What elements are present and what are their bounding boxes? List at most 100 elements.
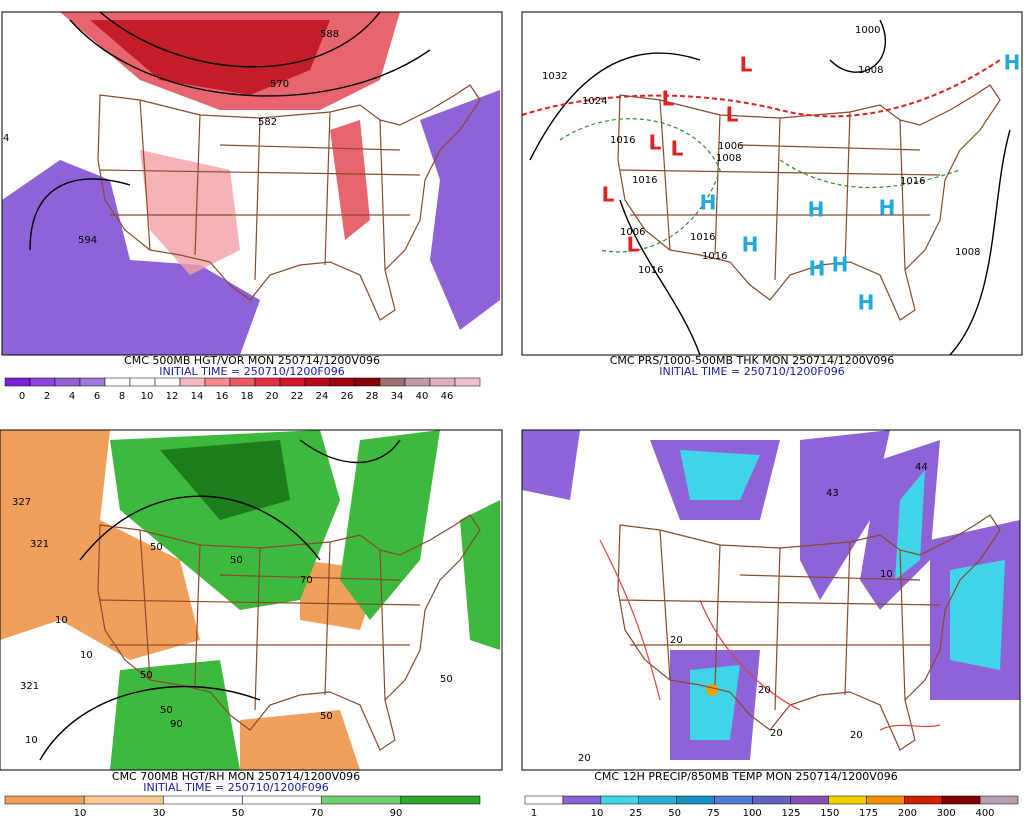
colorbar-swatch xyxy=(204,377,231,387)
colorbar-swatch xyxy=(524,795,564,805)
pressure-center: H xyxy=(700,191,717,215)
colorbar-swatch xyxy=(279,377,306,387)
map-label: 1032 xyxy=(542,71,567,82)
pressure-center: L xyxy=(726,103,739,127)
map-label: 10 xyxy=(25,735,38,746)
map-label: 327 xyxy=(12,497,31,508)
map-label: 1006 xyxy=(718,141,743,152)
colorbar-swatch xyxy=(379,377,406,387)
colorbar-swatch xyxy=(676,795,715,805)
colorbar-swatch xyxy=(154,377,181,387)
pressure-center: H xyxy=(879,196,896,220)
colorbar-label: 22 xyxy=(291,391,304,402)
colorbar-swatch xyxy=(400,795,481,805)
pressure-center: H xyxy=(808,198,825,222)
colorbar-label: 34 xyxy=(391,391,404,402)
map-label: 90 xyxy=(170,719,183,730)
colorbar-label: 12 xyxy=(166,391,179,402)
colorbar-swatch xyxy=(304,377,331,387)
map-label: 20 xyxy=(758,685,771,696)
map-label: 321 xyxy=(30,539,49,550)
colorbar-swatch xyxy=(229,377,256,387)
map-label: 588 xyxy=(320,29,339,40)
map-label: 10 xyxy=(55,615,68,626)
colorbar-label: 200 xyxy=(898,808,917,819)
colorbar-label: 30 xyxy=(153,808,166,819)
colorbar-swatch xyxy=(941,795,981,805)
colorbar-label: 46 xyxy=(441,391,454,402)
colorbar-label: 26 xyxy=(341,391,354,402)
colorbar-label: 14 xyxy=(191,391,204,402)
colorbar-swatch xyxy=(4,795,85,805)
panel-subtitle: INITIAL TIME = 250710/1200F096 xyxy=(143,781,328,794)
map-label: 20 xyxy=(770,728,783,739)
map-label: 1006 xyxy=(620,227,645,238)
colorbar-label: 20 xyxy=(266,391,279,402)
map-label: 1016 xyxy=(638,265,663,276)
colorbar-swatch xyxy=(828,795,867,805)
pressure-center: H xyxy=(1004,51,1021,75)
colorbar-label: 28 xyxy=(366,391,379,402)
colorbar-label: 0 xyxy=(19,391,25,402)
colorbar-label: 8 xyxy=(119,391,125,402)
colorbar-label: 150 xyxy=(820,808,839,819)
colorbar-swatch xyxy=(254,377,281,387)
map-label: 50 xyxy=(140,670,153,681)
colorbar-label: 24 xyxy=(316,391,329,402)
colorbar-swatch xyxy=(79,377,106,387)
colorbar-label: 4 xyxy=(69,391,75,402)
pressure-center: L xyxy=(662,87,675,111)
panel-title: CMC 700MB HGT/RH MON 250714/1200V096 xyxy=(112,770,360,783)
colorbar-swatch xyxy=(83,795,164,805)
colorbar-label: 10 xyxy=(141,391,154,402)
map-label: 50 xyxy=(230,555,243,566)
map-label: 1016 xyxy=(632,175,657,186)
map-label: 321 xyxy=(20,681,39,692)
panel-title: CMC PRS/1000-500MB THK MON 250714/1200V0… xyxy=(610,354,895,367)
map-label: 10 xyxy=(880,569,893,580)
colorbar-swatch xyxy=(4,377,31,387)
pressure-center: H xyxy=(742,233,759,257)
map-label: 4 xyxy=(3,133,9,144)
colorbar-swatch xyxy=(429,377,456,387)
colorbar-swatch xyxy=(562,795,602,805)
colorbar-swatch xyxy=(104,377,131,387)
panel-subtitle: INITIAL TIME = 250710/1200F096 xyxy=(159,365,344,378)
panel-precip: 20 20 20 20 20 43 44 10 CMC 12H PRECIP/850MB TE… xyxy=(521,429,1021,819)
map-label: 70 xyxy=(300,575,313,586)
colorbar: 0 2 4 6 8 10 12 14 16 18 20 22 24 26 28 34 40 46 xyxy=(4,377,481,402)
colorbar-label: 2 xyxy=(44,391,50,402)
map-label: 44 xyxy=(915,462,928,473)
colorbar-swatch xyxy=(354,377,381,387)
colorbar-swatch xyxy=(29,377,56,387)
colorbar-swatch xyxy=(179,377,206,387)
map-label: 570 xyxy=(270,79,289,90)
colorbar-label: 300 xyxy=(937,808,956,819)
panel-title: CMC 500MB HGT/VOR MON 250714/1200V096 xyxy=(124,354,380,367)
map-label: 50 xyxy=(320,711,333,722)
map-label: 594 xyxy=(78,235,97,246)
colorbar-label: 40 xyxy=(416,391,429,402)
colorbar-swatch xyxy=(163,795,243,805)
map-label: 1008 xyxy=(716,153,741,164)
colorbar-swatch xyxy=(752,795,791,805)
map-label: 1016 xyxy=(900,176,925,187)
pressure-center: L xyxy=(627,233,640,257)
colorbar-label: 50 xyxy=(668,808,681,819)
colorbar-label: 18 xyxy=(241,391,254,402)
colorbar-swatch xyxy=(54,377,81,387)
colorbar-label: 1 xyxy=(531,808,537,819)
colorbar-swatch xyxy=(903,795,943,805)
colorbar-swatch xyxy=(600,795,640,805)
colorbar: 10 30 50 70 90 xyxy=(4,795,481,819)
colorbar-label: 75 xyxy=(707,808,720,819)
colorbar-label: 70 xyxy=(311,808,324,819)
colorbar-label: 50 xyxy=(232,808,245,819)
map-label: 1016 xyxy=(610,135,635,146)
colorbar-label: 125 xyxy=(781,808,800,819)
map-label: 50 xyxy=(440,674,453,685)
colorbar-swatch xyxy=(979,795,1019,805)
colorbar-swatch xyxy=(242,795,322,805)
